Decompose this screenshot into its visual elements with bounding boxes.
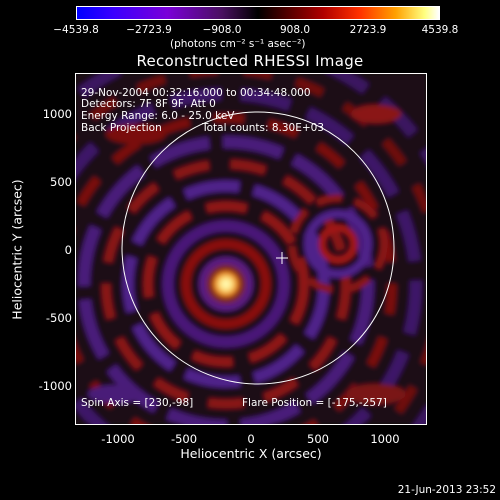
ripple-pattern (76, 74, 426, 424)
y-axis-label: Heliocentric Y (arcsec) (9, 179, 25, 320)
spin-axis-marker (276, 252, 288, 264)
plot-date: 21-Jun-2013 23:52 (397, 484, 496, 496)
x-tick-label: -500 (170, 432, 198, 446)
flare-source (208, 266, 244, 302)
colorbar-tick: 4539.8 (421, 24, 459, 36)
info-counts: Total counts: 8.30E+03 (202, 122, 325, 134)
y-tick-label: -1000 (38, 379, 72, 393)
y-tick-label: 0 (64, 243, 72, 257)
x-tick-label: 500 (307, 432, 329, 446)
y-tick-label: -500 (45, 311, 72, 325)
info-flare-position: Flare Position = [-175,-257] (242, 397, 387, 409)
colorbar-tick: −908.0 (202, 24, 242, 36)
image-plot (75, 73, 427, 425)
y-tick-label: 500 (50, 175, 72, 189)
x-tick-label: 0 (247, 432, 255, 446)
info-method: Back Projection (81, 122, 162, 134)
x-tick-label: 1000 (370, 432, 400, 446)
y-tick-label: 1000 (42, 107, 72, 121)
colorbar-tick: 2723.9 (349, 24, 387, 36)
info-time: 29-Nov-2004 00:32:16.000 to 00:34:48.000 (81, 87, 311, 99)
info-energy: Energy Range: 6.0 - 25.0 keV (81, 110, 235, 122)
colorbar-unit: (photons cm⁻² s⁻¹ asec⁻²) (170, 38, 306, 50)
x-axis-label: Heliocentric X (arcsec) (180, 446, 322, 461)
colorbar-tick: 908.0 (279, 24, 311, 36)
info-detectors: Detectors: 7F 8F 9F, Att 0 (81, 98, 216, 110)
colorbar-tick: −4539.8 (53, 24, 99, 36)
plot-title: Reconstructed RHESSI Image (136, 52, 364, 70)
solar-limb (121, 111, 395, 385)
info-spin-axis: Spin Axis = [230,-98] (81, 397, 194, 409)
colorbar-tick: −2723.9 (126, 24, 172, 36)
reconstructed-image (76, 74, 426, 424)
colorbar (76, 6, 440, 20)
x-tick-label: -1000 (101, 432, 135, 446)
